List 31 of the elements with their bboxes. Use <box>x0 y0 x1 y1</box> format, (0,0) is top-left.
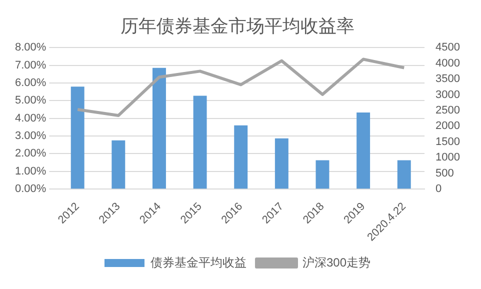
y2-tick-label: 500 <box>436 167 454 180</box>
bar <box>274 138 288 189</box>
y-tick-label: 5.00% <box>14 94 46 107</box>
chart-title: 历年债券基金市场平均收益率 <box>120 16 354 36</box>
y2-tick-label: 0 <box>436 183 442 196</box>
y-tick-label: 7.00% <box>14 59 46 72</box>
y-tick-label: 4.00% <box>14 112 46 124</box>
y2-tick-label: 2000 <box>436 120 460 132</box>
y2-tick-label: 4000 <box>436 57 460 70</box>
y2-tick-label: 3000 <box>436 88 460 101</box>
y-tick-label: 8.00% <box>14 42 46 54</box>
bar <box>356 112 370 189</box>
bar <box>397 160 411 189</box>
y2-tick-label: 4500 <box>436 42 460 54</box>
y-tick-label: 2.00% <box>14 148 46 160</box>
bar <box>193 96 207 189</box>
bar <box>316 160 330 189</box>
y-tick-label: 0.00% <box>14 183 46 196</box>
bar <box>70 86 84 189</box>
y2-tick-label: 1000 <box>436 152 460 164</box>
y-tick-label: 6.00% <box>14 76 46 89</box>
y2-tick-label: 2500 <box>436 104 460 117</box>
y2-tick-label: 3500 <box>436 73 460 86</box>
y2-tick-label: 1500 <box>436 136 460 148</box>
legend-label: 沪深300走势 <box>302 255 371 270</box>
legend-label: 债券基金平均收益 <box>150 255 246 270</box>
bar <box>234 125 248 189</box>
bar <box>112 140 126 189</box>
y-tick-label: 3.00% <box>14 130 46 142</box>
bar <box>152 68 166 189</box>
y-tick-label: 1.00% <box>14 165 46 178</box>
